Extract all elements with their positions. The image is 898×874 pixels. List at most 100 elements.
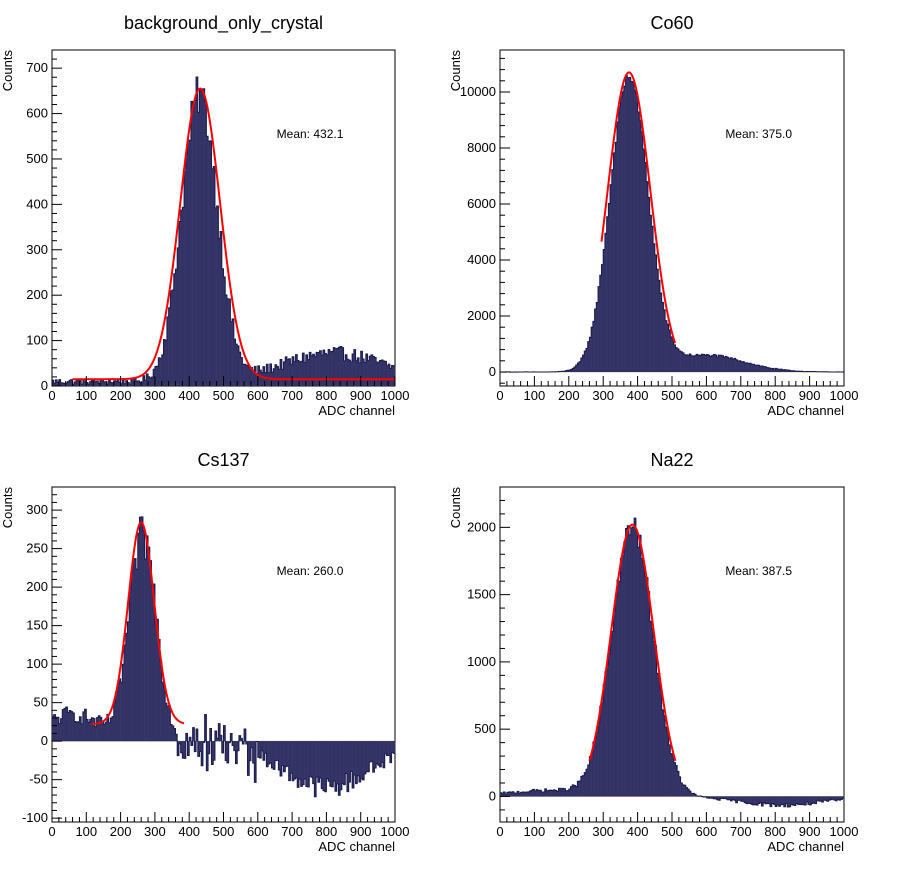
- histogram-bin: [197, 741, 200, 757]
- histogram-bin: [618, 581, 621, 797]
- histogram-bin: [761, 796, 764, 806]
- histogram-bin: [623, 86, 626, 373]
- histogram-bin: [775, 368, 778, 372]
- histogram-bin: [154, 624, 157, 742]
- histogram-bin: [718, 355, 721, 372]
- histogram-bin: [149, 560, 152, 742]
- histogram-bin: [587, 765, 590, 797]
- histogram-bin: [672, 339, 675, 372]
- histogram-bin: [716, 796, 719, 800]
- histogram-bin: [661, 302, 664, 372]
- histogram-bin: [350, 741, 353, 772]
- histogram-bin: [286, 741, 289, 766]
- histogram-bin: [603, 684, 606, 797]
- histogram-bin: [295, 354, 298, 386]
- histogram-bin: [77, 721, 80, 742]
- histogram-bin: [382, 361, 386, 386]
- histogram-bin: [345, 354, 348, 386]
- histogram-bin: [202, 741, 205, 743]
- x-tick-label: 600: [247, 388, 269, 403]
- histogram-bin: [74, 721, 77, 742]
- histogram-bin: [235, 344, 238, 386]
- histogram-bin: [558, 788, 561, 797]
- histogram-bin: [620, 558, 623, 797]
- histogram-bin: [149, 378, 152, 386]
- histogram-bin: [737, 796, 740, 801]
- histogram-bin: [235, 741, 238, 764]
- histogram-bin: [759, 796, 762, 803]
- y-tick-label: 8000: [467, 140, 496, 155]
- histogram-bin: [237, 345, 240, 386]
- histogram-bin: [382, 741, 386, 768]
- histogram-bin: [288, 741, 291, 781]
- histogram-bin: [65, 707, 68, 742]
- histogram-bin: [67, 381, 70, 386]
- fit-curve: [588, 523, 677, 762]
- histogram-bin: [584, 351, 587, 372]
- histogram-bin: [134, 378, 137, 386]
- histogram-bin: [177, 741, 180, 756]
- histogram-bin: [326, 354, 329, 386]
- histogram-bin: [543, 792, 546, 797]
- histogram-bin: [589, 337, 592, 372]
- histogram-bin: [393, 741, 396, 754]
- histogram-bin: [245, 365, 248, 386]
- histogram-bin: [627, 525, 630, 797]
- y-tick-label: 0: [489, 788, 496, 803]
- chart-title: background_only_crystal: [124, 13, 323, 34]
- histogram-bin: [316, 741, 319, 777]
- histogram-bin: [343, 741, 346, 785]
- histogram-bin: [620, 97, 623, 373]
- histogram-bin: [806, 796, 809, 802]
- histogram-bin: [192, 103, 195, 386]
- histogram-bin: [692, 793, 695, 797]
- histogram-bin: [369, 741, 372, 763]
- histogram-bin: [340, 346, 343, 386]
- x-tick-label: 200: [558, 824, 580, 839]
- histogram-bin: [658, 280, 661, 372]
- histogram-bin: [96, 381, 99, 386]
- histogram-bin: [355, 360, 358, 386]
- x-tick-label: 900: [799, 824, 821, 839]
- x-tick-label: 1000: [830, 824, 859, 839]
- histogram-bin: [117, 380, 120, 386]
- histogram-bin: [74, 381, 77, 386]
- histogram-bin: [208, 141, 211, 386]
- histogram-bin: [570, 369, 573, 372]
- histogram-bin: [512, 791, 515, 797]
- x-tick-label: 0: [496, 824, 503, 839]
- histogram-bin: [708, 796, 711, 799]
- histogram-bin: [629, 77, 632, 372]
- histogram-bin: [369, 356, 372, 386]
- histogram-bin: [237, 741, 240, 751]
- histogram-bin: [610, 638, 613, 797]
- histogram-bin: [797, 796, 800, 805]
- histogram-bin: [214, 730, 217, 742]
- histogram-bin: [242, 741, 245, 744]
- histogram-bin: [228, 741, 231, 743]
- histogram-bin: [758, 796, 761, 804]
- histogram-bin: [221, 268, 224, 386]
- histogram-bin: [665, 727, 668, 797]
- histogram-bin: [635, 93, 638, 372]
- histogram-bin: [377, 362, 380, 386]
- histogram-bin: [785, 369, 788, 372]
- histogram-bin: [742, 796, 745, 802]
- x-tick-label: 100: [524, 824, 546, 839]
- histogram-bin: [146, 535, 149, 742]
- histogram-bin: [280, 359, 283, 386]
- histogram-bin: [290, 741, 293, 774]
- y-axis-title: Counts: [448, 487, 463, 529]
- histogram-bin: [309, 352, 312, 386]
- histogram-bin: [365, 741, 368, 772]
- y-axis: 0 100 200 300 400 500 600 700: [26, 49, 62, 393]
- histogram-bin: [283, 361, 286, 386]
- histogram-bin: [189, 140, 192, 386]
- histogram-bin: [582, 775, 585, 797]
- histogram-bin: [673, 762, 676, 797]
- histogram-bin: [165, 340, 168, 386]
- histogram-bin: [292, 356, 295, 386]
- histogram-bin: [316, 352, 319, 386]
- histogram-bin: [201, 741, 204, 766]
- histogram-bin: [826, 796, 829, 802]
